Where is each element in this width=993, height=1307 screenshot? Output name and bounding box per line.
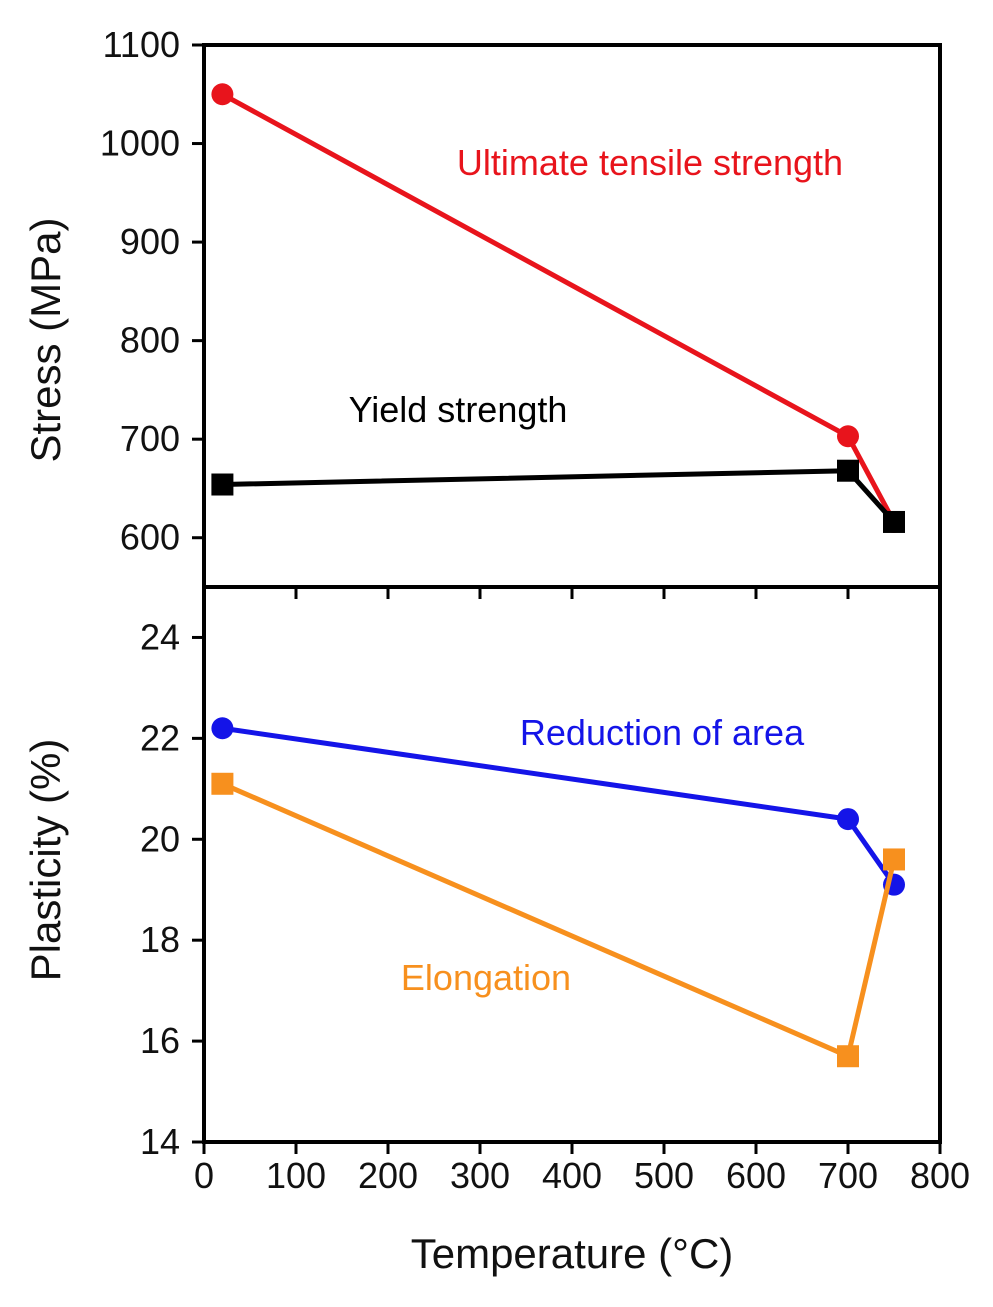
- x-tick-label: 100: [266, 1155, 326, 1196]
- y-tick-label-bottom: 14: [140, 1121, 180, 1162]
- plot-frame-top: [202, 43, 942, 589]
- y-tick-label-top: 1100: [103, 24, 180, 65]
- series-line-elongation: [221, 781, 897, 1059]
- series-label-elongation: Elongation: [401, 957, 571, 998]
- top-panel: 600 700 800 900 1000 1100 Ultimate tensile str…: [100, 24, 942, 599]
- series-label-reduction-of-area: Reduction of area: [520, 712, 805, 753]
- x-tick-label: 800: [910, 1155, 970, 1196]
- data-point-elongation: [883, 848, 905, 871]
- series-label-yield-strength: Yield strength: [349, 389, 568, 430]
- data-point-reduction-of-area: [211, 717, 234, 740]
- series-line-yield-strength: [222, 468, 896, 524]
- data-point-reduction-of-area: [837, 808, 859, 831]
- data-point-elongation: [837, 1045, 859, 1068]
- x-axis-title: Temperature (°C): [411, 1230, 734, 1277]
- data-point-yield-strength: [837, 459, 859, 482]
- y-tick-label-top: 800: [120, 320, 180, 361]
- y-tick-label-top: 700: [120, 418, 180, 459]
- series-label-ultimate-tensile-strength: Ultimate tensile strength: [457, 142, 843, 183]
- y-tick-label-bottom: 18: [140, 919, 180, 960]
- x-tick-label: 400: [542, 1155, 602, 1196]
- x-tick-label: 500: [634, 1155, 694, 1196]
- data-point-yield-strength: [883, 510, 905, 533]
- y-tick-label-top: 1000: [100, 123, 180, 164]
- y-tick-label-bottom: 16: [140, 1020, 180, 1061]
- data-point-ultimate-tensile-strength: [837, 425, 859, 448]
- y-tick-label-top: 600: [120, 517, 180, 558]
- y-axis-title-bottom: Plasticity (%): [22, 739, 69, 982]
- x-tick-label: 300: [450, 1155, 510, 1196]
- y-tick-label-bottom: 24: [140, 616, 180, 657]
- x-tick-label: 0: [194, 1155, 214, 1196]
- y-tick-label-bottom: 22: [140, 717, 180, 758]
- y-tick-label-bottom: 20: [140, 818, 180, 859]
- bottom-panel: 14 16 18 20 22 24 0 100 200 300 400 500 600 700 800 Red…: [140, 616, 970, 1196]
- data-point-elongation: [211, 772, 234, 795]
- plot-frames: [202, 43, 942, 1144]
- x-tick-label: 700: [818, 1155, 878, 1196]
- y-tick-label-top: 900: [120, 221, 180, 262]
- x-tick-label: 200: [358, 1155, 418, 1196]
- data-point-yield-strength: [211, 473, 234, 496]
- y-axis-title-top: Stress (MPa): [22, 217, 69, 462]
- data-point-ultimate-tensile-strength: [211, 83, 234, 106]
- plot-frame-bottom: [202, 585, 942, 1144]
- x-tick-label: 600: [726, 1155, 786, 1196]
